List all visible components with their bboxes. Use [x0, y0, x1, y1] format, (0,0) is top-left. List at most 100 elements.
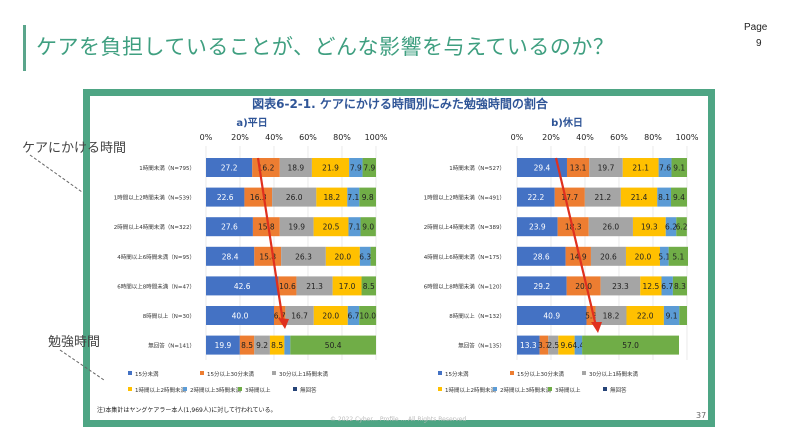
chart-0-data-label: 8.5	[363, 282, 375, 291]
chart-0-data-label: 20.5	[323, 223, 340, 232]
chart-1-bar	[657, 187, 672, 207]
chart-0-bar	[332, 276, 362, 296]
chart-0-data-label: 19.9	[288, 223, 305, 232]
chart-1-legend-label: 15分未満	[445, 370, 469, 378]
chart-0-bar	[274, 306, 286, 325]
chart-0-legend-label: 3時間以上	[245, 386, 271, 394]
chart-1-bar	[517, 276, 567, 296]
chart-1-data-label: 5.3	[585, 312, 597, 321]
chart-1-data-label: 21.2	[594, 193, 611, 202]
chart-1-xtick: 20%	[542, 133, 560, 142]
chart-0-category-label: 6時間以上8時間未満（N=47）	[117, 282, 195, 290]
chart-1-data-label: 5.1	[658, 252, 670, 261]
chart-1-xtick: 60%	[610, 133, 628, 142]
chart-0-data-label: 16.7	[291, 312, 308, 321]
chart-0-bar	[285, 306, 314, 325]
chart-1-legend-swatch	[548, 387, 552, 391]
chart-0-bar	[296, 276, 333, 296]
chart-1-data-label: 13.3	[520, 341, 537, 350]
chart-1-bar	[588, 217, 633, 237]
chart-1-data-label: 20.0	[575, 282, 592, 291]
chart-0-data-label: 6.7	[348, 312, 360, 321]
chart-1-xtick: 80%	[644, 133, 662, 142]
chart-0-data-label: 16.2	[258, 164, 275, 173]
title-accent-line	[23, 25, 26, 71]
figure-title: 図表6-2-1. ケアにかける時間別にみた勉強時間の割合	[252, 96, 549, 111]
page-number: 9	[756, 38, 762, 49]
chart-1-data-label: 7.6	[659, 164, 671, 173]
chart-1-bar	[590, 246, 626, 266]
chart-0-bar	[206, 158, 253, 177]
chart-1-data-label: 6.7	[661, 282, 673, 291]
chart-1-legend-swatch	[438, 371, 442, 375]
chart-1-legend-swatch	[493, 387, 497, 391]
chart-0-data-label: 27.2	[221, 164, 238, 173]
chart-1-bar	[663, 306, 680, 325]
chart-0-data-label: 8.5	[241, 341, 253, 350]
chart-1-data-label: 17.7	[561, 193, 578, 202]
chart-0-bar	[206, 246, 255, 266]
chart-1-data-label: 12.5	[643, 282, 660, 291]
chart-1-data-label: 20.6	[600, 252, 617, 261]
chart-0-xtick: 0%	[200, 133, 213, 142]
chart-0-legend-swatch	[272, 371, 276, 375]
chart-0-data-label: 10.6	[279, 282, 296, 291]
chart-0-category-label: 2時間以上4時間未満（N=322）	[114, 223, 195, 231]
chart-1-bar	[566, 158, 590, 177]
chart-1-bar	[566, 276, 601, 296]
chart-1-bar	[676, 217, 687, 237]
chart-0-data-label: 28.4	[222, 252, 239, 261]
chart-1-bar	[582, 335, 680, 355]
trend-arrow-weekday	[256, 157, 285, 323]
chart-0-data-label: 20.0	[334, 252, 351, 261]
callout-leader-study	[59, 349, 105, 381]
chart-0-bar	[269, 335, 285, 355]
chart-1-xtick: 100%	[676, 133, 699, 142]
chart-1-bar	[517, 217, 558, 237]
chart-1-category-label: 1時間未満（N=527）	[449, 164, 505, 172]
chart-1-data-label: 18.2	[603, 312, 620, 321]
chart-0-xtick: 100%	[365, 133, 388, 142]
chart-0-bar	[284, 335, 291, 355]
chart-0-data-label: 18.2	[323, 193, 340, 202]
chart-0-bar	[206, 306, 274, 325]
chart-1-bar	[679, 306, 687, 325]
chart-1-legend-label: 3時間以上	[555, 386, 581, 394]
chart-1-data-label: 26.0	[602, 223, 619, 232]
chart-1-data-label: 21.4	[631, 193, 648, 202]
chart-0-data-label: 21.3	[306, 282, 323, 291]
chart-0-bar	[361, 276, 376, 296]
chart-0-bar	[313, 306, 348, 325]
chart-0-legend-swatch	[183, 387, 187, 391]
chart-0-bar	[278, 276, 297, 296]
chart-1-data-label: 6.2	[665, 223, 677, 232]
chart-1-category-label: 無回答（N=135）	[458, 342, 505, 350]
trend-arrows	[256, 157, 602, 333]
chart-0-legend-swatch	[200, 371, 204, 375]
chart-1-bar	[600, 276, 641, 296]
chart-0-data-label: 40.0	[232, 312, 249, 321]
charts-layer: a)平日 0% 20% 40% 60% 80% 100% 1時間未満（N=795） 27.2 16…	[114, 116, 699, 394]
chart-0-xtick: 20%	[231, 133, 249, 142]
chart-0-bar	[370, 246, 376, 266]
chart-1-bar	[595, 306, 627, 325]
slide-title: ケアを負担していることが、どんな影響を与えているのか？	[36, 35, 615, 59]
chart-0-legend-swatch	[293, 387, 297, 391]
chart-0-bar	[359, 187, 376, 207]
chart-0-legend-swatch	[238, 387, 242, 391]
chart-0-bar	[325, 246, 360, 266]
chart-1-data-label: 29.2	[533, 282, 550, 291]
chart-1-data-label: 57.0	[622, 341, 639, 350]
chart-0-data-label: 15.8	[258, 223, 275, 232]
chart-0-data-label: 16.3	[250, 193, 267, 202]
chart-1-bar	[661, 276, 673, 296]
chart-0-data-label: 20.0	[322, 312, 339, 321]
chart-1-legend-swatch	[438, 387, 442, 391]
chart-0-bar	[252, 217, 280, 237]
chart-0-bar	[279, 158, 312, 177]
chart-0-category-label: 1時間未満（N=795）	[139, 164, 195, 172]
chart-1-bar	[584, 187, 621, 207]
chart-1-data-label: 22.2	[528, 193, 545, 202]
chart-0-bar	[362, 158, 376, 177]
chart-0-xtick: 40%	[265, 133, 283, 142]
